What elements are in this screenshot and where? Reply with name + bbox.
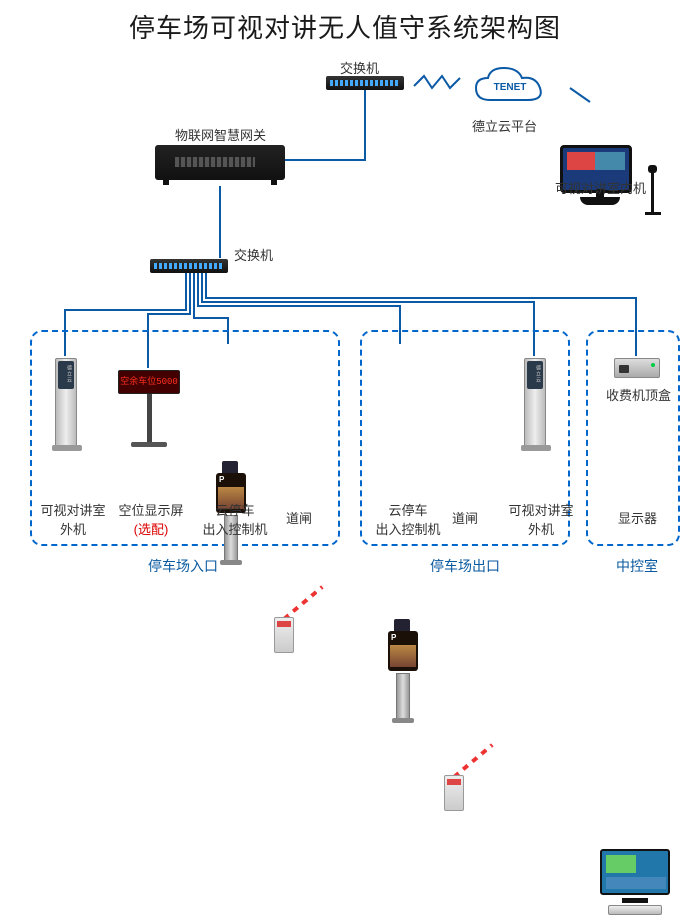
zone-entry-label: 停车场入口	[148, 556, 218, 576]
indoor-label: 可视对讲室内机	[555, 178, 646, 197]
control-monitor	[600, 849, 670, 913]
gateway-label: 物联网智慧网关	[175, 125, 266, 144]
page-title: 停车场可视对讲无人值守系统架构图	[0, 8, 690, 45]
outdoor-intercom-exit	[524, 358, 546, 448]
outdoor-entry-label: 可视对讲室 外机	[34, 500, 112, 538]
cloud-label: 德立云平台	[472, 116, 537, 135]
set-top-box	[614, 358, 660, 378]
controller-entry-label: 云停车 出入控制机	[197, 500, 273, 538]
switch-top	[326, 76, 404, 90]
switch-mid-label: 交换机	[234, 245, 273, 264]
led-icon: 空余车位5000	[118, 370, 180, 394]
cloud-platform: TENET	[470, 64, 550, 109]
controller-exit	[388, 631, 418, 719]
switch-icon	[326, 76, 404, 90]
stb-icon	[614, 358, 660, 378]
switch-icon	[150, 259, 228, 273]
barrier-exit	[444, 741, 504, 811]
monitor-icon	[600, 849, 670, 895]
outdoor-exit-label: 可视对讲室 外机	[502, 500, 580, 538]
cloud-logo-text: TENET	[494, 82, 527, 93]
cloud-icon: TENET	[470, 64, 550, 109]
mic-icon	[651, 169, 654, 215]
display-label: 显示器	[618, 508, 657, 527]
stb-label: 收费机顶盒	[606, 385, 671, 404]
gateway-server	[155, 145, 285, 180]
switch-top-label: 交换机	[340, 58, 379, 77]
barrier-entry-label: 道闸	[286, 508, 312, 527]
barrier-exit-label: 道闸	[452, 508, 478, 527]
led-opt-text: (选配)	[134, 522, 169, 537]
led-sign: 空余车位5000	[118, 370, 180, 447]
switch-mid	[150, 259, 228, 273]
led-label-text: 空位显示屏	[118, 503, 183, 518]
server-icon	[155, 145, 285, 180]
led-label: 空位显示屏 (选配)	[113, 500, 189, 538]
keyboard-icon	[608, 905, 662, 915]
pillar-icon	[55, 358, 77, 448]
outdoor-intercom-entry	[55, 358, 77, 448]
controller-exit-label: 云停车 出入控制机	[370, 500, 446, 538]
wifi-icon	[412, 72, 464, 94]
barrier-entry	[274, 583, 334, 653]
pillar-icon	[524, 358, 546, 448]
zone-control-label: 中控室	[616, 556, 658, 576]
zone-exit-label: 停车场出口	[430, 556, 500, 576]
